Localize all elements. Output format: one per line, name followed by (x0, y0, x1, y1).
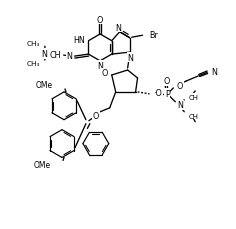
Text: Br: Br (149, 31, 158, 40)
Text: N: N (97, 62, 103, 71)
Text: O: O (93, 111, 99, 120)
Text: CH: CH (188, 94, 198, 100)
Text: OMe: OMe (34, 160, 51, 169)
Text: O: O (97, 16, 103, 25)
Text: N: N (41, 50, 47, 59)
Text: ·O: ·O (153, 89, 162, 98)
Text: N: N (211, 67, 217, 76)
Text: O: O (163, 77, 170, 86)
Text: O: O (101, 69, 108, 78)
Text: N: N (67, 52, 73, 61)
Text: CH: CH (49, 50, 61, 59)
Text: CH₃: CH₃ (26, 61, 40, 67)
Text: CH: CH (188, 113, 198, 119)
Text: N: N (128, 53, 134, 62)
Text: OMe: OMe (36, 81, 53, 90)
Text: N: N (116, 24, 122, 33)
Text: HN: HN (73, 36, 84, 45)
Text: P: P (165, 90, 170, 98)
Text: N: N (177, 101, 183, 110)
Text: O: O (177, 82, 183, 91)
Text: CH₃: CH₃ (26, 41, 40, 47)
